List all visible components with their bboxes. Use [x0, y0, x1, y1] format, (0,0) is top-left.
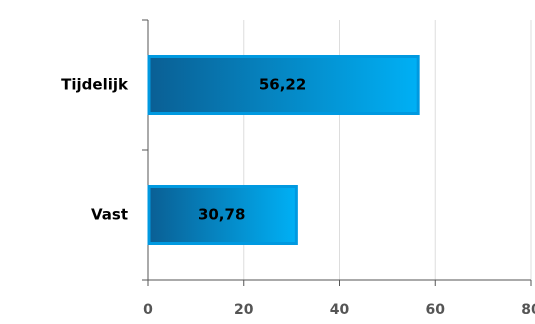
x-tick-label: 0 — [143, 302, 153, 318]
bar — [147, 55, 420, 115]
x-tick-label: 40 — [330, 302, 350, 318]
x-tick-label: 60 — [426, 302, 446, 318]
value-label: 30,78 — [198, 206, 245, 224]
category-label: Tijdelijk — [61, 76, 129, 94]
value-label: 56,22 — [259, 76, 306, 94]
x-tick-label: 80 — [521, 302, 535, 318]
bar — [147, 185, 298, 245]
category-label: Vast — [91, 206, 128, 224]
x-tick-label: 20 — [234, 302, 254, 318]
